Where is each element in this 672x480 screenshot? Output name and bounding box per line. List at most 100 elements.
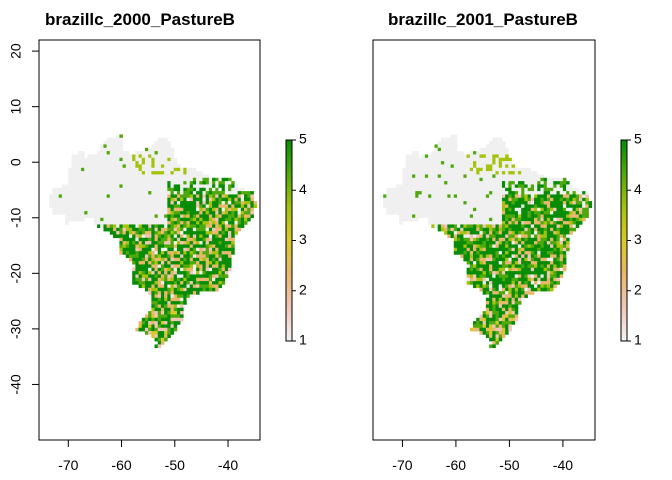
raster-cell bbox=[405, 211, 410, 215]
raster-cell bbox=[151, 171, 155, 175]
raster-cell bbox=[61, 194, 66, 199]
raster-cell bbox=[186, 294, 191, 299]
raster-cell bbox=[208, 234, 213, 239]
raster-cell bbox=[240, 201, 245, 205]
raster-cell bbox=[534, 284, 538, 289]
raster-cell bbox=[479, 284, 483, 289]
raster-cell bbox=[447, 157, 451, 162]
raster-cell bbox=[524, 244, 528, 249]
raster-cell bbox=[129, 224, 133, 229]
raster-cell bbox=[537, 237, 541, 242]
raster-cell bbox=[151, 167, 155, 172]
raster-cell bbox=[527, 197, 532, 202]
raster-cell bbox=[501, 174, 506, 179]
raster-cell bbox=[508, 217, 512, 222]
raster-cell bbox=[534, 254, 538, 259]
raster-cell bbox=[479, 251, 483, 255]
raster-cell bbox=[485, 204, 490, 209]
raster-cell bbox=[170, 221, 175, 225]
raster-cell bbox=[453, 147, 458, 152]
raster-cell bbox=[157, 197, 162, 202]
raster-cell bbox=[196, 214, 200, 219]
raster-cell bbox=[559, 221, 564, 225]
raster-cell bbox=[93, 187, 98, 192]
raster-cell bbox=[173, 204, 178, 209]
raster-cell bbox=[396, 207, 400, 212]
raster-cell bbox=[556, 244, 560, 249]
raster-cell bbox=[237, 214, 242, 219]
raster-cell bbox=[428, 207, 432, 212]
raster-cell bbox=[415, 157, 419, 162]
raster-cell bbox=[122, 171, 127, 175]
raster-cell bbox=[215, 251, 219, 255]
raster-cell bbox=[476, 184, 480, 189]
raster-cell bbox=[562, 221, 567, 225]
raster-cell bbox=[173, 317, 178, 322]
raster-cell bbox=[71, 174, 75, 179]
raster-cell bbox=[100, 204, 104, 209]
raster-cell bbox=[180, 261, 184, 265]
raster-cell bbox=[505, 277, 509, 282]
raster-cell bbox=[566, 234, 570, 239]
raster-cell bbox=[157, 154, 162, 159]
raster-cell bbox=[505, 321, 509, 325]
raster-cell bbox=[505, 324, 509, 329]
raster-cell bbox=[183, 301, 187, 305]
raster-cell bbox=[170, 261, 175, 265]
raster-cell bbox=[173, 251, 178, 255]
raster-cell bbox=[119, 214, 123, 219]
raster-cell bbox=[489, 187, 493, 192]
raster-cell bbox=[501, 154, 506, 159]
raster-cell bbox=[440, 174, 445, 179]
raster-cell bbox=[144, 214, 149, 219]
raster-cell bbox=[495, 251, 500, 255]
raster-cell bbox=[476, 157, 480, 162]
raster-cell bbox=[84, 177, 88, 182]
raster-cell bbox=[173, 254, 178, 259]
raster-cell bbox=[540, 287, 544, 292]
raster-cell bbox=[508, 251, 512, 255]
raster-cell bbox=[453, 241, 458, 245]
raster-cell bbox=[240, 204, 245, 209]
raster-cell bbox=[469, 211, 474, 215]
raster-cell bbox=[466, 244, 471, 249]
raster-cell bbox=[122, 247, 127, 252]
raster-cell bbox=[68, 191, 72, 195]
raster-cell bbox=[84, 164, 88, 169]
raster-cell bbox=[90, 194, 95, 199]
raster-cell bbox=[511, 217, 516, 222]
raster-cell bbox=[160, 287, 165, 292]
raster-cell bbox=[167, 324, 171, 329]
raster-cell bbox=[444, 141, 448, 145]
raster-cell bbox=[81, 157, 85, 162]
raster-cell bbox=[224, 204, 229, 209]
raster-cell bbox=[100, 214, 104, 219]
raster-cell bbox=[151, 291, 155, 295]
raster-cell bbox=[113, 161, 117, 165]
raster-cell bbox=[189, 191, 194, 195]
raster-cell bbox=[93, 154, 98, 159]
raster-cell bbox=[543, 271, 548, 275]
raster-cell bbox=[148, 221, 152, 225]
raster-cell bbox=[521, 251, 525, 255]
raster-cell bbox=[511, 177, 516, 182]
raster-cell bbox=[125, 171, 130, 175]
raster-cell bbox=[505, 187, 509, 192]
raster-cell bbox=[514, 174, 519, 179]
raster-cell bbox=[151, 307, 155, 312]
raster-cell bbox=[559, 207, 564, 212]
raster-cell bbox=[562, 194, 567, 199]
raster-cell bbox=[485, 271, 490, 275]
raster-cell bbox=[93, 221, 98, 225]
raster-cell bbox=[495, 181, 500, 185]
raster-cell bbox=[74, 187, 79, 192]
raster-cell bbox=[189, 244, 194, 249]
raster-cell bbox=[205, 237, 210, 242]
raster-cell bbox=[141, 157, 146, 162]
raster-cell bbox=[129, 247, 133, 252]
raster-cell bbox=[543, 184, 548, 189]
raster-cell bbox=[103, 177, 107, 182]
raster-cell bbox=[138, 247, 143, 252]
raster-cell bbox=[489, 344, 493, 349]
raster-cell bbox=[466, 251, 471, 255]
